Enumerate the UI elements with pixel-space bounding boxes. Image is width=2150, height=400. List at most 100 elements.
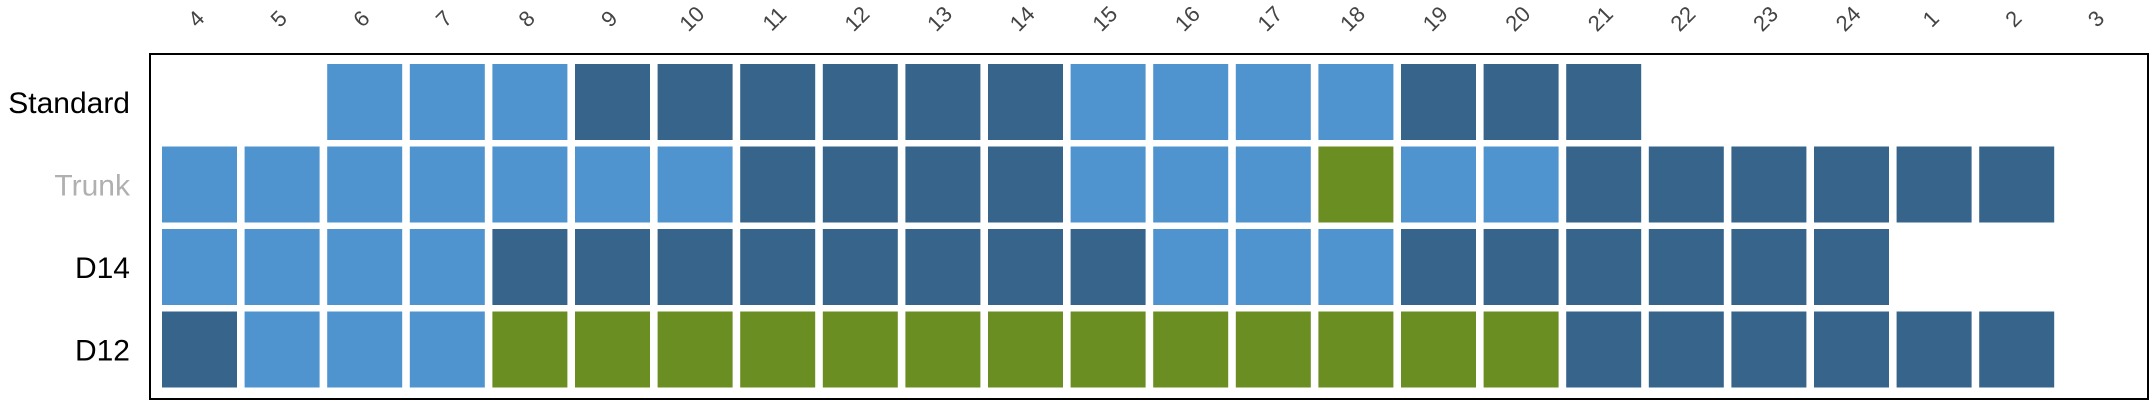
heatmap-cell (162, 229, 237, 305)
heatmap-cell (740, 64, 816, 140)
heatmap-cell (1070, 311, 1146, 388)
heatmap-cell (822, 146, 898, 223)
heatmap-cell (492, 311, 568, 388)
x-tick-label: 19 (1418, 1, 1453, 36)
heatmap-cell (740, 229, 816, 305)
heatmap-cell (822, 311, 898, 388)
heatmap-cell (327, 229, 403, 305)
x-tick-label: 24 (1831, 1, 1866, 36)
heatmap-cell (1235, 64, 1311, 140)
x-tick-label: 12 (840, 1, 875, 36)
heatmap-cell (905, 146, 981, 223)
x-tick-label: 2 (2000, 6, 2026, 32)
heatmap-cell (1648, 146, 1724, 223)
heatmap-cell (1318, 311, 1394, 388)
heatmap-cell (1731, 229, 1807, 305)
heatmap-cell (327, 146, 403, 223)
heatmap-cell (492, 229, 568, 305)
heatmap-cell (1483, 311, 1559, 388)
x-tick-label: 9 (596, 6, 622, 32)
x-tick-label: 22 (1666, 1, 1701, 36)
x-tick-label: 3 (2083, 6, 2109, 32)
heatmap-cell (822, 64, 898, 140)
heatmap-cell (1896, 146, 1972, 223)
heatmap-cell (988, 311, 1063, 388)
heatmap-cell (409, 229, 485, 305)
x-tick-label: 6 (348, 6, 374, 32)
x-tick-label: 5 (266, 6, 292, 32)
heatmap-cell (1814, 311, 1889, 388)
heatmap-cell (905, 311, 981, 388)
heatmap-cell (1235, 311, 1311, 388)
heatmap-cell (409, 146, 485, 223)
heatmap-cell (1483, 64, 1559, 140)
x-tick-label: 13 (922, 1, 957, 36)
heatmap-cell (327, 311, 403, 388)
heatmap-cell (575, 64, 650, 140)
row-label: Trunk (54, 170, 131, 203)
heatmap-cell (1979, 146, 2055, 223)
heatmap-cell (822, 229, 898, 305)
heatmap-cell (657, 229, 733, 305)
heatmap-cell (1235, 229, 1311, 305)
x-tick-label: 23 (1748, 1, 1783, 36)
heatmap-cell (575, 311, 650, 388)
heatmap-cell (409, 64, 485, 140)
row-label: D12 (75, 335, 130, 368)
heatmap-cell (905, 229, 981, 305)
x-tick-label: 11 (757, 2, 791, 36)
heatmap-cell (1070, 146, 1146, 223)
heatmap-cell (244, 229, 320, 305)
heatmap-cell (988, 146, 1063, 223)
heatmap-cell (1814, 146, 1889, 223)
heatmap-cell (162, 146, 237, 223)
x-tick-label: 4 (183, 6, 209, 32)
heatmap-cell (1318, 146, 1394, 223)
heatmap-cell (1566, 311, 1642, 388)
heatmap-cell (1731, 146, 1807, 223)
heatmap-cell (1483, 229, 1559, 305)
heatmap-cell (1979, 311, 2055, 388)
heatmap-cell (657, 311, 733, 388)
heatmap-cell (1153, 64, 1229, 140)
heatmap-cell (575, 229, 650, 305)
heatmap-cell (657, 64, 733, 140)
heatmap-cell (1153, 229, 1229, 305)
heatmap-cell (905, 64, 981, 140)
heatmap-cell (1814, 229, 1889, 305)
heatmap-cell (1401, 64, 1476, 140)
x-tick-label: 15 (1087, 1, 1122, 36)
heatmap-cell (740, 311, 816, 388)
heatmap-cell (1648, 311, 1724, 388)
heatmap-cell (1401, 229, 1476, 305)
heatmap-cell (1731, 311, 1807, 388)
heatmap-cell (1153, 146, 1229, 223)
heatmap-cell (409, 311, 485, 388)
heatmap-cell (1401, 146, 1476, 223)
heatmap-cell (988, 229, 1063, 305)
heatmap-cell (657, 146, 733, 223)
x-tick-label: 8 (513, 6, 539, 32)
heatmap-cell (740, 146, 816, 223)
x-tick-label: 10 (674, 1, 709, 36)
x-tick-label: 17 (1253, 1, 1288, 36)
column-labels: 4 5 6 7 8 9 10 11 12 13 14 15 16 17 18 19 20 21 22 23 24 1 2 3 (183, 1, 2109, 36)
x-tick-label: 21 (1583, 1, 1618, 36)
row-label: D14 (75, 252, 130, 285)
heatmap-cell (1566, 146, 1642, 223)
heatmap-cell (1648, 229, 1724, 305)
heatmap-cell (1483, 146, 1559, 223)
heatmap-cell (575, 146, 650, 223)
heatmap-cells (162, 64, 2055, 388)
plot-frame (149, 53, 2149, 400)
row-label: Standard (8, 87, 130, 120)
heatmap-cell (244, 146, 320, 223)
x-tick-label: 16 (1170, 1, 1205, 36)
x-tick-label: 18 (1335, 1, 1370, 36)
heatmap-cell (1318, 229, 1394, 305)
heatmap-cell (1401, 311, 1476, 388)
x-tick-label: 7 (431, 6, 457, 32)
heatmap-cell (1070, 229, 1146, 305)
heatmap-cell (327, 64, 403, 140)
